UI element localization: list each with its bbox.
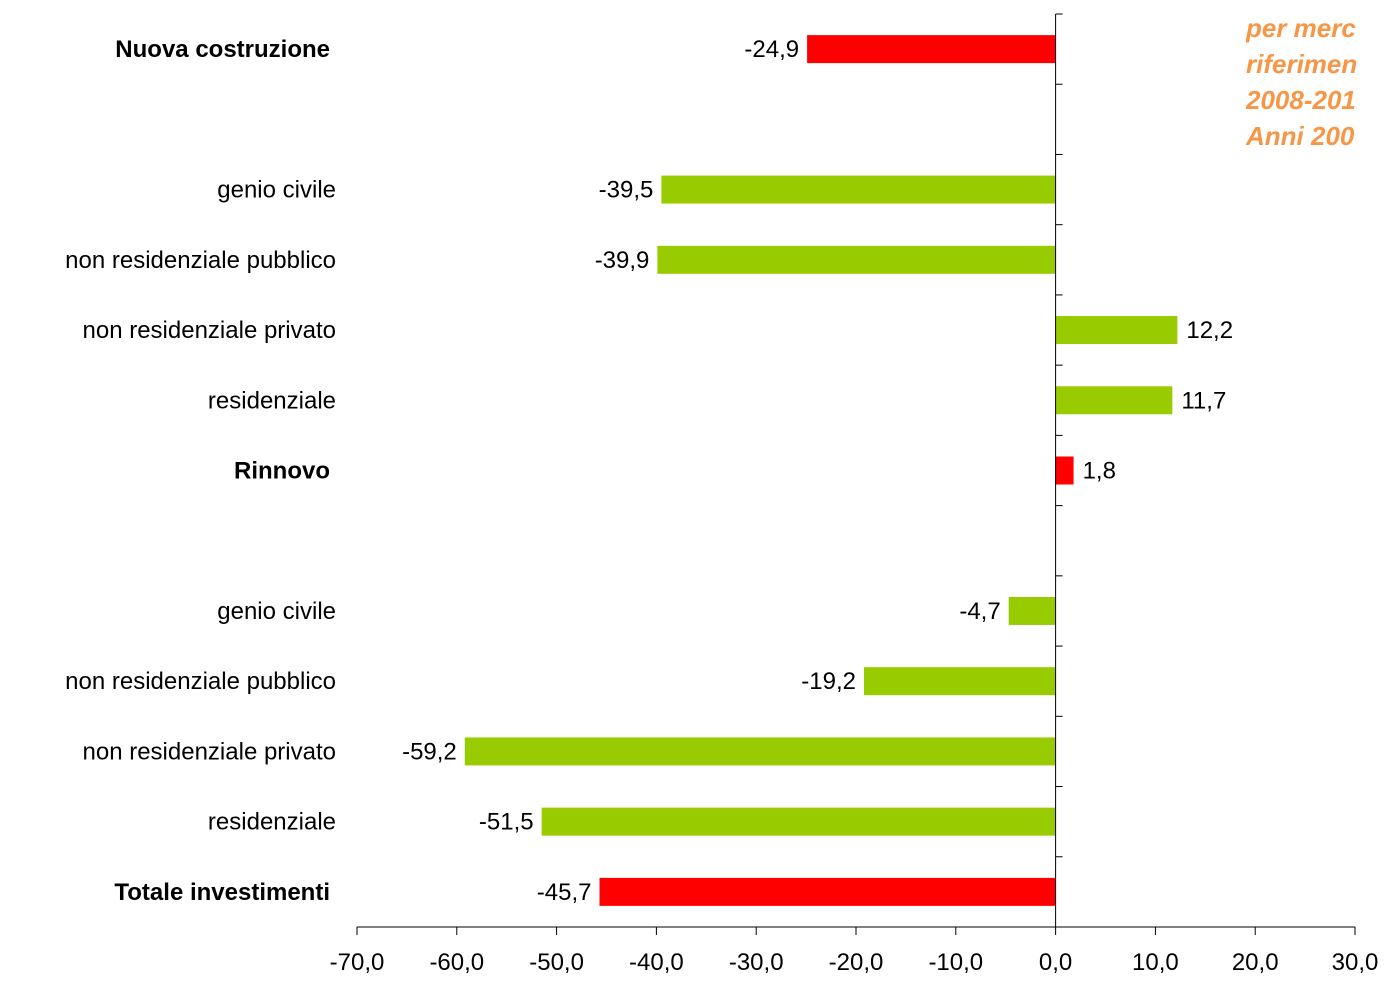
category-label: residenziale bbox=[208, 387, 336, 414]
bar bbox=[661, 175, 1056, 204]
data-label: -24,9 bbox=[744, 36, 799, 63]
x-tick-label: 0,0 bbox=[1039, 949, 1072, 976]
side-title-line: per merc bbox=[1246, 13, 1356, 43]
bar bbox=[599, 877, 1056, 906]
x-tick-label: -40,0 bbox=[629, 949, 684, 976]
data-label: 12,2 bbox=[1186, 317, 1233, 344]
data-label: -19,2 bbox=[801, 668, 856, 695]
category-label: non residenziale privato bbox=[83, 317, 337, 344]
bar bbox=[541, 807, 1056, 836]
category-label: non residenziale privato bbox=[83, 738, 337, 765]
bar bbox=[657, 245, 1056, 274]
bar bbox=[1055, 386, 1173, 415]
x-tick-label: -60,0 bbox=[429, 949, 484, 976]
side-title-line: 2008-201 bbox=[1246, 85, 1356, 115]
x-tick-label: -20,0 bbox=[829, 949, 884, 976]
data-label: 1,8 bbox=[1083, 458, 1116, 485]
side-title-line: Anni 200 bbox=[1246, 121, 1355, 151]
data-label: -39,9 bbox=[595, 247, 650, 274]
x-tick-label: 10,0 bbox=[1132, 949, 1179, 976]
bar bbox=[464, 737, 1056, 766]
bar bbox=[1008, 596, 1056, 625]
data-label: -59,2 bbox=[402, 738, 457, 765]
category-label: residenziale bbox=[208, 809, 336, 836]
x-tick-label: 20,0 bbox=[1232, 949, 1279, 976]
x-tick-label: -50,0 bbox=[529, 949, 584, 976]
x-tick-label: -30,0 bbox=[729, 949, 784, 976]
side-title: per merc riferimen 2008-201 Anni 200 bbox=[1246, 10, 1385, 154]
data-label: 11,7 bbox=[1181, 387, 1226, 414]
category-label: genio civile bbox=[217, 177, 336, 204]
category-label: non residenziale pubblico bbox=[65, 247, 336, 274]
category-label: genio civile bbox=[217, 598, 336, 625]
data-label: -45,7 bbox=[537, 879, 592, 906]
category-label: Totale investimenti bbox=[114, 879, 330, 906]
bar bbox=[1055, 316, 1178, 345]
category-label: Nuova costruzione bbox=[115, 36, 330, 63]
category-label: non residenziale pubblico bbox=[65, 668, 336, 695]
x-tick-label: -10,0 bbox=[928, 949, 983, 976]
bar bbox=[863, 667, 1056, 696]
side-title-line: riferimen bbox=[1246, 49, 1358, 79]
category-label: Rinnovo bbox=[234, 458, 330, 485]
data-label: -4,7 bbox=[959, 598, 1000, 625]
x-tick-label: 30,0 bbox=[1332, 949, 1379, 976]
data-label: -51,5 bbox=[479, 809, 534, 836]
data-label: -39,5 bbox=[599, 177, 654, 204]
bar bbox=[807, 35, 1056, 64]
x-tick-label: -70,0 bbox=[330, 949, 385, 976]
bar bbox=[1055, 456, 1074, 485]
